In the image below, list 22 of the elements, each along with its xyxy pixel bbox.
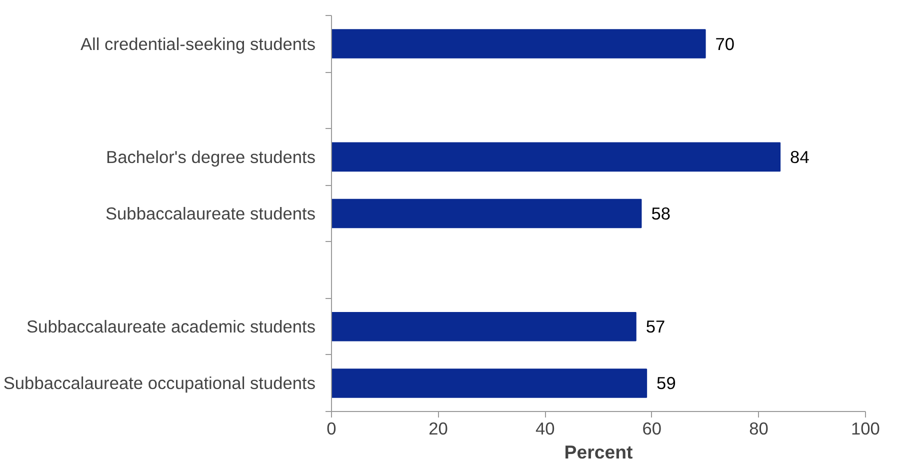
x-tick-label: 60	[642, 418, 662, 438]
data-label: 84	[790, 146, 810, 167]
bar	[332, 142, 781, 172]
data-label: 59	[656, 373, 676, 394]
x-tick-label: 0	[326, 418, 336, 438]
bar	[332, 198, 642, 228]
bar	[332, 368, 648, 398]
x-axis-title: Percent	[564, 442, 633, 462]
data-label: 57	[646, 316, 666, 337]
x-tick-label: 20	[428, 418, 448, 438]
y-tick-label: Subbaccalaureate occupational students	[3, 373, 316, 394]
x-tick-label: 80	[749, 418, 768, 438]
x-tick-label: 40	[535, 418, 555, 438]
bar	[332, 312, 636, 342]
bar	[332, 29, 706, 58]
y-tick-label: Bachelor's degree students	[106, 146, 316, 167]
y-tick-label: All credential-seeking students	[80, 34, 316, 54]
y-tick-label: Subbaccalaureate students	[105, 204, 316, 224]
data-label: 70	[715, 34, 735, 54]
x-tick-label: 100	[851, 418, 880, 438]
data-label: 58	[651, 204, 670, 224]
y-tick-label: Subbaccalaureate academic students	[26, 316, 316, 337]
